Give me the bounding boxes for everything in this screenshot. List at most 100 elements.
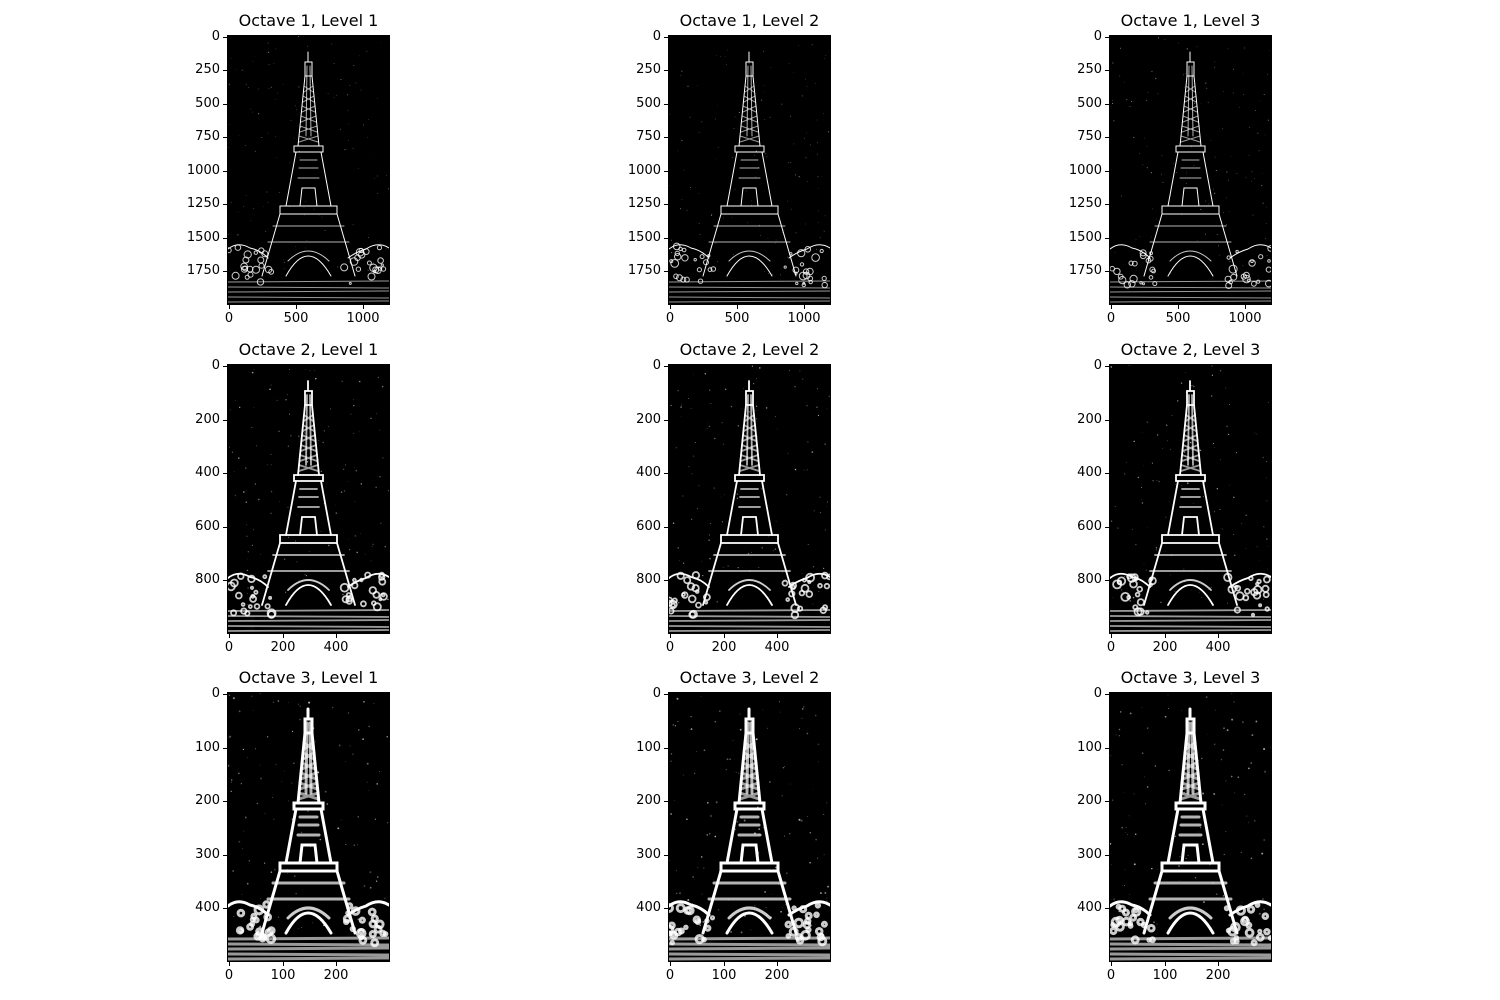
y-tick-label: 0 [652,686,661,701]
y-tick-mark [664,580,669,581]
y-tick-mark [1105,238,1110,239]
y-tick-label: 750 [1077,129,1102,144]
x-tick-label: 200 [323,968,349,983]
subplot-title: Octave 1, Level 3 [1120,11,1261,30]
y-tick-label: 1000 [186,163,220,178]
y-tick-label: 200 [636,793,661,808]
y-tick-label: 1250 [627,196,661,211]
x-tick-label: 100 [270,968,296,983]
x-tick-mark [777,961,778,966]
y-tick-label: 100 [636,740,661,755]
y-tick-label: 1500 [627,230,661,245]
x-tick-mark [363,304,364,309]
y-tick-mark [223,104,228,105]
y-tick-mark [664,204,669,205]
x-tick-mark [229,304,230,309]
y-tick-mark [223,70,228,71]
y-tick-label: 100 [195,740,220,755]
y-tick-mark [223,473,228,474]
y-tick-mark [223,908,228,909]
y-tick-label: 1750 [1068,263,1102,278]
y-tick-label: 800 [195,572,220,587]
y-tick-label: 200 [195,412,220,427]
y-tick-mark [1105,366,1110,367]
y-tick-mark [664,171,669,172]
y-tick-label: 400 [1077,900,1102,915]
x-tick-label: 0 [665,640,675,655]
x-tick-label: 100 [1152,968,1178,983]
y-tick-label: 600 [1077,519,1102,534]
x-tick-mark [229,633,230,638]
x-tick-mark [724,961,725,966]
y-tick-mark [664,271,669,272]
x-tick-label: 0 [224,311,234,326]
x-tick-label: 0 [224,640,234,655]
x-tick-mark [1218,961,1219,966]
x-tick-mark [670,633,671,638]
x-tick-mark [804,304,805,309]
y-tick-mark [664,104,669,105]
y-tick-label: 1750 [186,263,220,278]
x-tick-mark [296,304,297,309]
y-tick-label: 1000 [1068,163,1102,178]
x-tick-label: 500 [724,311,750,326]
subplot-title: Octave 1, Level 1 [238,11,379,30]
x-tick-mark [1165,961,1166,966]
y-tick-label: 0 [211,29,220,44]
edge-map-image [668,364,831,634]
subplot-title: Octave 3, Level 1 [238,668,379,687]
x-tick-mark [229,961,230,966]
x-tick-label: 0 [665,968,675,983]
y-tick-label: 0 [1093,358,1102,373]
x-tick-mark [1218,633,1219,638]
y-tick-mark [223,855,228,856]
x-tick-label: 400 [323,640,349,655]
y-tick-mark [664,748,669,749]
subplot-title: Octave 1, Level 2 [679,11,820,30]
y-tick-label: 800 [1077,572,1102,587]
y-tick-label: 1000 [627,163,661,178]
y-tick-mark [1105,171,1110,172]
x-tick-mark [283,961,284,966]
x-tick-label: 500 [283,311,309,326]
y-tick-mark [1105,104,1110,105]
y-tick-label: 300 [1077,847,1102,862]
x-tick-mark [1165,633,1166,638]
y-tick-label: 1500 [1068,230,1102,245]
y-tick-mark [1105,204,1110,205]
y-tick-mark [223,271,228,272]
x-tick-mark [777,633,778,638]
y-tick-mark [223,238,228,239]
y-tick-label: 0 [652,29,661,44]
edge-map-image [227,364,390,634]
y-tick-mark [664,855,669,856]
y-tick-label: 100 [1077,740,1102,755]
y-tick-mark [1105,527,1110,528]
y-tick-mark [1105,748,1110,749]
y-tick-label: 250 [636,62,661,77]
y-tick-label: 200 [1077,793,1102,808]
y-tick-mark [223,137,228,138]
y-tick-mark [223,171,228,172]
x-tick-mark [283,633,284,638]
y-tick-mark [223,420,228,421]
y-tick-label: 200 [1077,412,1102,427]
x-tick-label: 0 [1106,640,1116,655]
y-tick-mark [1105,908,1110,909]
y-tick-mark [664,473,669,474]
x-tick-label: 400 [764,640,790,655]
x-tick-label: 200 [711,640,737,655]
edge-map-image [668,35,831,305]
y-tick-mark [223,37,228,38]
subplot-title: Octave 2, Level 3 [1120,340,1261,359]
y-tick-mark [1105,473,1110,474]
x-tick-mark [1111,961,1112,966]
y-tick-mark [664,238,669,239]
y-tick-mark [1105,137,1110,138]
x-tick-label: 1000 [787,311,821,326]
y-tick-mark [664,70,669,71]
y-tick-label: 800 [636,572,661,587]
y-tick-label: 1250 [1068,196,1102,211]
x-tick-label: 0 [1106,968,1116,983]
